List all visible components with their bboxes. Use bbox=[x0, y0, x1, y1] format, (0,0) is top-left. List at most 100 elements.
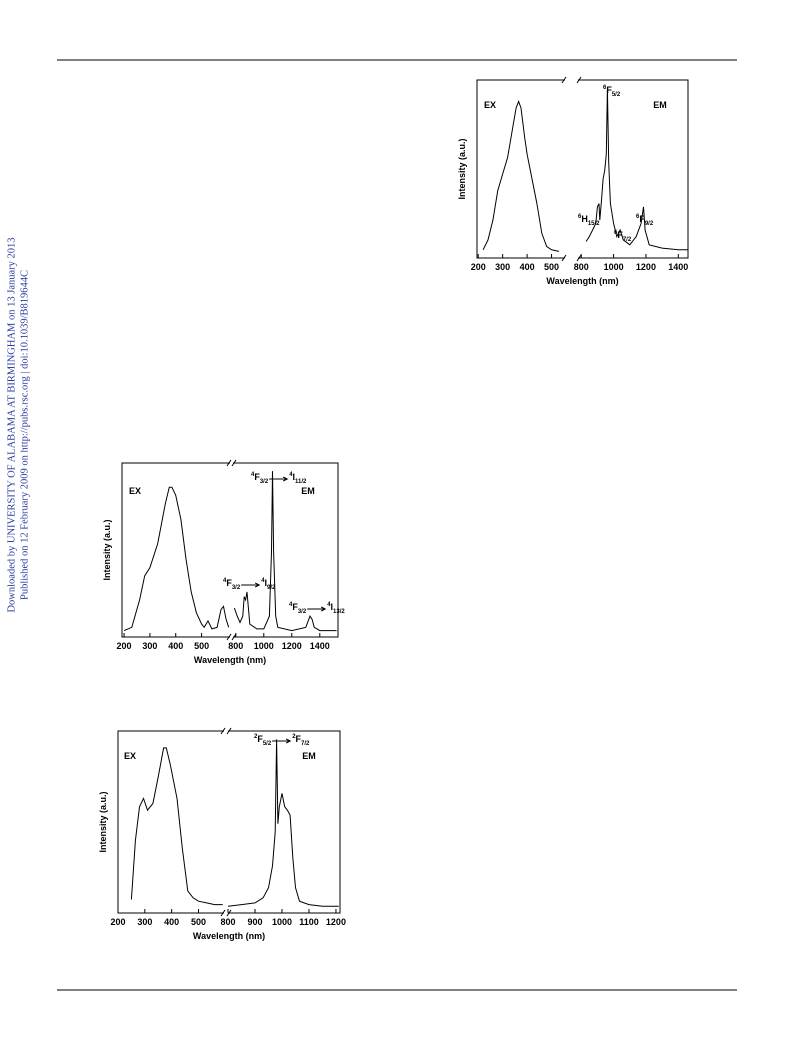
spectrum-line bbox=[123, 486, 230, 632]
x-axis-label: Wavelength (nm) bbox=[194, 655, 266, 665]
annotation-term: 2F5/2 bbox=[254, 734, 272, 747]
axis-break bbox=[220, 727, 232, 735]
annotation-sub: 7/2 bbox=[301, 741, 310, 747]
spectrum-line bbox=[227, 739, 339, 907]
chart: 200 300 400 500 800 1000 1200 1400 Wavelength (n… bbox=[457, 76, 689, 286]
plot-frame bbox=[117, 730, 341, 914]
series-label: EX bbox=[129, 486, 141, 496]
x-tick-label: 500 bbox=[544, 262, 559, 272]
x-tick-label: 1400 bbox=[310, 641, 330, 651]
x-tick-label: 1200 bbox=[636, 262, 656, 272]
margin-note: Downloaded by UNIVERSITY OF ALABAMA AT B… bbox=[6, 237, 17, 612]
series-label: EM bbox=[302, 751, 316, 761]
annotation-base: F bbox=[639, 214, 645, 224]
annotation-term: 6H15/2 bbox=[578, 214, 600, 227]
x-tick-label: 1200 bbox=[326, 917, 346, 927]
annotation-sub: 3/2 bbox=[232, 585, 241, 591]
annotation-base: F bbox=[257, 734, 263, 744]
series-label: EM bbox=[653, 100, 667, 110]
annotation-base: H bbox=[581, 214, 588, 224]
x-tick-label: 1100 bbox=[299, 917, 319, 927]
x-tick-label: 1000 bbox=[254, 641, 274, 651]
annotation-base: F bbox=[606, 85, 612, 95]
annotation-sup: 4 bbox=[327, 602, 331, 608]
annotation-base: F bbox=[617, 230, 623, 240]
x-tick-label: 800 bbox=[228, 641, 243, 651]
x-tick-label: 200 bbox=[110, 917, 125, 927]
annotation-sub: 13/2 bbox=[333, 609, 345, 615]
annotation-sup: 6 bbox=[614, 230, 618, 236]
chart: 200 300 400 500 800 900 1000 1100 1200 Wavelength… bbox=[98, 727, 346, 941]
annotation-sub: 3/2 bbox=[260, 479, 269, 485]
x-tick-label: 1200 bbox=[282, 641, 302, 651]
x-axis-label: Wavelength (nm) bbox=[546, 276, 618, 286]
annotation-term: 4I13/2 bbox=[327, 602, 345, 615]
x-tick-label: 200 bbox=[117, 641, 132, 651]
x-tick-label: 400 bbox=[164, 917, 179, 927]
x-tick-label: 500 bbox=[191, 917, 206, 927]
annotation-sup: 4 bbox=[251, 472, 255, 478]
annotation-sup: 4 bbox=[289, 602, 293, 608]
x-tick-label: 400 bbox=[520, 262, 535, 272]
annotation-sub: 7/2 bbox=[623, 237, 632, 243]
y-axis-label: Intensity (a.u.) bbox=[102, 519, 112, 580]
y-axis-label: Intensity (a.u.) bbox=[457, 138, 467, 199]
axis-break bbox=[561, 76, 582, 84]
annotation-sup: 4 bbox=[261, 578, 265, 584]
annotation-sup: 6 bbox=[578, 214, 582, 220]
annotation-term: 6F5/2 bbox=[603, 85, 621, 98]
x-tick-label: 300 bbox=[495, 262, 510, 272]
axis-break bbox=[226, 459, 237, 467]
annotation-sup: 6 bbox=[603, 85, 607, 91]
annotation-sup: 4 bbox=[223, 578, 227, 584]
annotation-term: 4F3/2 bbox=[223, 578, 241, 591]
annotation-sup: 2 bbox=[292, 734, 296, 740]
annotation-term: 4I9/2 bbox=[261, 578, 276, 591]
spectrum-line bbox=[233, 471, 337, 632]
annotation-sub: 5/2 bbox=[612, 92, 621, 98]
series-label: EM bbox=[301, 486, 315, 496]
x-tick-label: 800 bbox=[574, 262, 589, 272]
x-tick-label: 800 bbox=[220, 917, 235, 927]
x-tick-label: 1000 bbox=[272, 917, 292, 927]
annotation-base: I bbox=[293, 472, 296, 482]
transition-arrow bbox=[307, 606, 327, 612]
margin-note: Published on 12 February 2009 on http://… bbox=[19, 270, 30, 600]
annotation-base: I bbox=[331, 602, 334, 612]
annotation-sub: 9/2 bbox=[645, 221, 654, 227]
x-tick-label: 1000 bbox=[604, 262, 624, 272]
x-tick-label: 400 bbox=[168, 641, 183, 651]
annotation-term: 4F3/2 bbox=[251, 472, 269, 485]
annotation-sub: 5/2 bbox=[263, 741, 272, 747]
x-tick-label: 300 bbox=[142, 641, 157, 651]
plot-frame bbox=[476, 79, 689, 259]
annotation-term: 2F7/2 bbox=[292, 734, 310, 747]
annotation-term: 4F3/2 bbox=[289, 602, 307, 615]
chart: 200 300 400 500 800 1000 1200 1400 Wavelength (n… bbox=[102, 459, 345, 665]
annotation-sub: 11/2 bbox=[295, 479, 307, 485]
spectrum-line bbox=[585, 88, 688, 251]
annotation-sub: 15/2 bbox=[588, 221, 600, 227]
annotation-term: 6F7/2 bbox=[614, 230, 632, 243]
annotation-base: F bbox=[292, 602, 298, 612]
annotation-base: F bbox=[254, 472, 260, 482]
annotation-term: 6F9/2 bbox=[636, 214, 654, 227]
series-label: EX bbox=[124, 751, 136, 761]
x-tick-label: 200 bbox=[471, 262, 486, 272]
transition-arrow bbox=[272, 738, 292, 744]
x-tick-label: 900 bbox=[247, 917, 262, 927]
annotation-sup: 4 bbox=[289, 472, 293, 478]
x-tick-label: 300 bbox=[137, 917, 152, 927]
spectrum-line bbox=[130, 747, 223, 906]
annotation-base: F bbox=[226, 578, 232, 588]
annotation-base: F bbox=[296, 734, 302, 744]
transition-arrow bbox=[269, 476, 289, 482]
annotation-term: 4I11/2 bbox=[289, 472, 307, 485]
y-axis-label: Intensity (a.u.) bbox=[98, 791, 108, 852]
axis-break bbox=[220, 909, 232, 917]
x-tick-label: 1400 bbox=[668, 262, 688, 272]
x-axis-label: Wavelength (nm) bbox=[193, 931, 265, 941]
annotation-base: I bbox=[265, 578, 268, 588]
